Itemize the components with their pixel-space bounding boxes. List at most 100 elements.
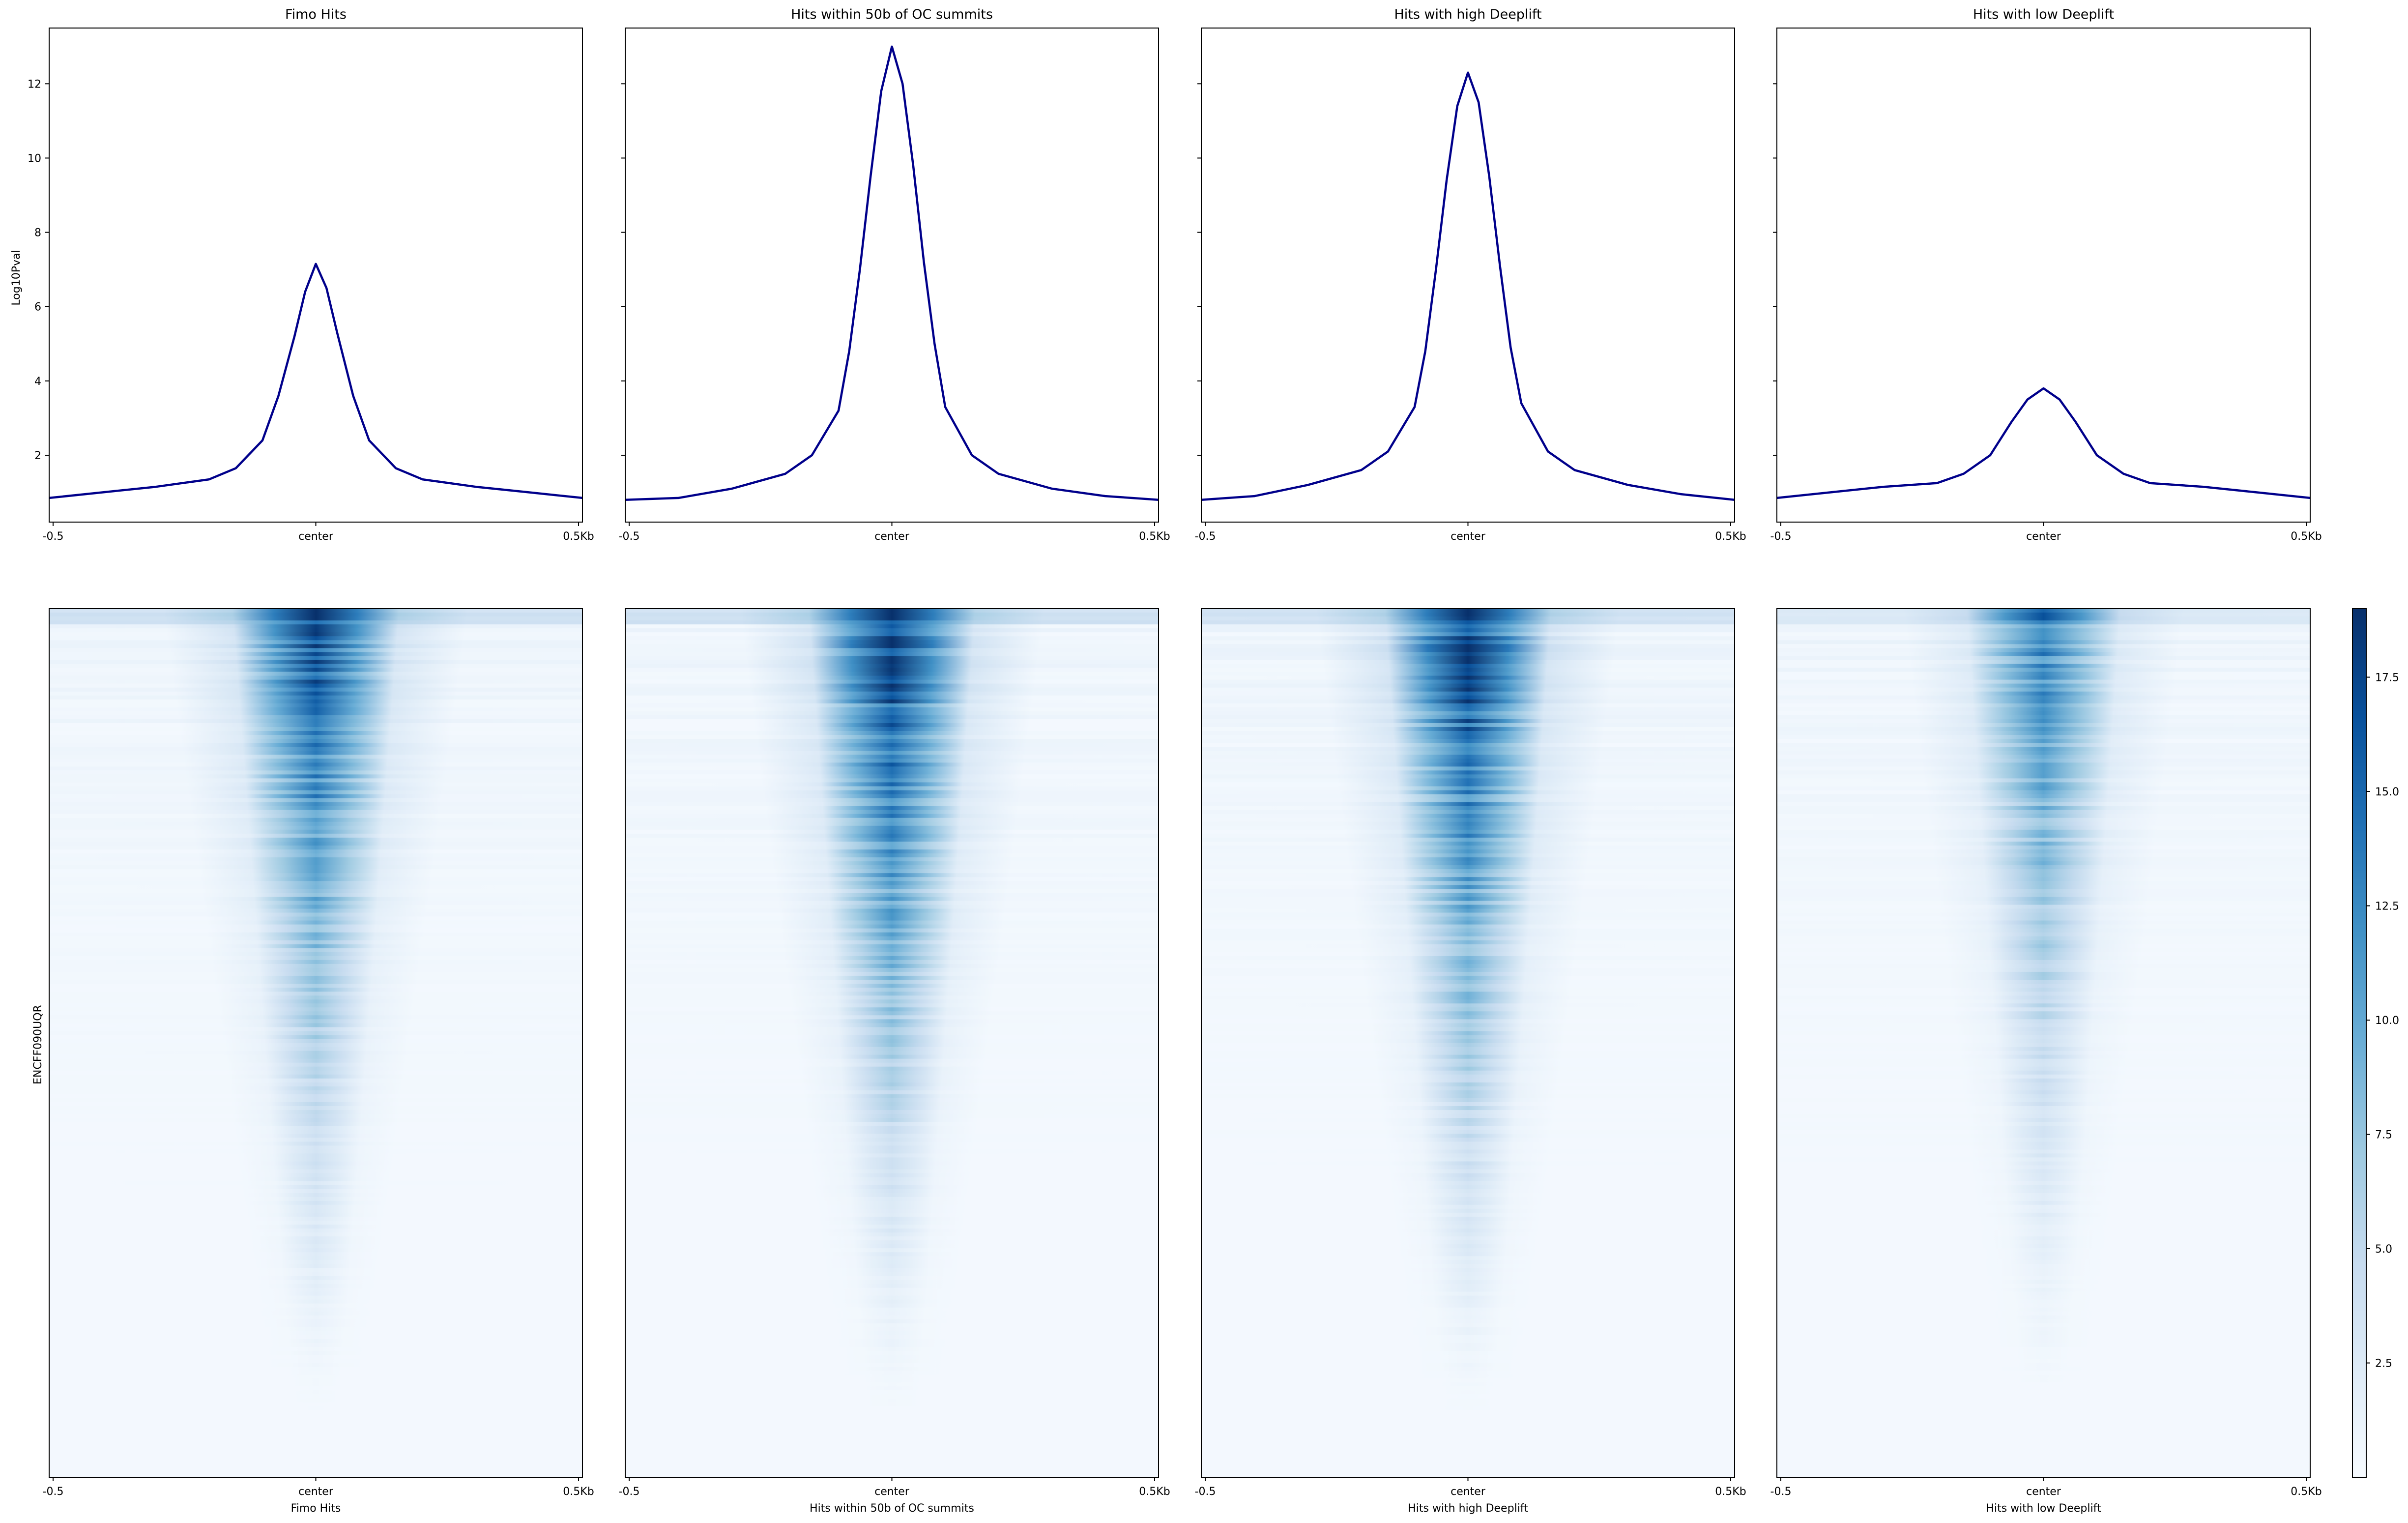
heatmap-xtick: center	[298, 1477, 334, 1498]
heatmap-row	[625, 1256, 1159, 1260]
heatmap-row	[625, 1058, 1159, 1063]
heatmap-row	[1777, 948, 2310, 953]
heatmap-row	[1201, 1248, 1735, 1253]
heatmap-row	[1201, 675, 1735, 680]
heatmap-row	[1201, 668, 1735, 673]
profile-title: Hits within 50b of OC summits	[791, 7, 993, 22]
heatmap-row	[1201, 1090, 1735, 1095]
heatmap-row	[49, 723, 582, 728]
heatmap-row	[1201, 1299, 1735, 1304]
heatmap-row	[49, 1240, 582, 1245]
heatmap-row	[1201, 1284, 1735, 1289]
heatmap-row	[1777, 648, 2310, 652]
heatmap-row	[49, 774, 582, 779]
heatmap-row	[625, 1220, 1159, 1225]
heatmap-row	[625, 936, 1159, 941]
heatmap-row	[49, 715, 582, 720]
heatmap-row	[1201, 1363, 1735, 1367]
profile-panel: Hits with low Deeplift -0.5 center 0.5Kb	[1770, 7, 2322, 543]
heatmap-row	[49, 1335, 582, 1340]
heatmap-row	[1777, 1414, 2310, 1419]
heatmap-row	[625, 1276, 1159, 1281]
heatmap-row	[1777, 711, 2310, 716]
heatmap-row	[49, 869, 582, 874]
heatmap-row	[49, 1327, 582, 1332]
heatmap-row	[49, 1437, 582, 1442]
profile-title: Hits with high Deeplift	[1394, 7, 1541, 22]
heatmap-row	[1777, 1035, 2310, 1040]
heatmap-row	[49, 743, 582, 747]
heatmap-row	[1201, 1350, 1735, 1355]
heatmap-row	[49, 881, 582, 885]
heatmap-row	[49, 893, 582, 897]
heatmap-row	[1201, 1272, 1735, 1276]
profile-ytick: 10	[28, 152, 49, 165]
heatmap-row	[1201, 833, 1735, 838]
profile-xtick: 0.5Kb	[1715, 522, 1746, 543]
heatmap-row	[49, 640, 582, 644]
heatmap-row	[49, 636, 582, 641]
heatmap-row	[1201, 916, 1735, 921]
heatmap-row	[49, 1350, 582, 1355]
heatmap-row	[1201, 1453, 1735, 1458]
heatmap-row	[1201, 759, 1735, 763]
heatmap-row	[1201, 1098, 1735, 1103]
heatmap-row	[1777, 1240, 2310, 1245]
heatmap-row	[49, 1382, 582, 1387]
heatmap-row	[1201, 735, 1735, 739]
heatmap-row	[49, 656, 582, 661]
heatmap-row	[625, 1106, 1159, 1111]
heatmap-row	[49, 1134, 582, 1138]
heatmap-row	[625, 759, 1159, 763]
heatmap-row	[1201, 1375, 1735, 1379]
heatmap-row	[625, 1445, 1159, 1450]
heatmap-xtick-label: 0.5Kb	[2291, 1486, 2321, 1498]
heatmap-row	[625, 1339, 1159, 1344]
heatmap-row	[1777, 1386, 2310, 1391]
heatmap-row	[625, 735, 1159, 739]
heatmap-row	[49, 1347, 582, 1351]
heatmap-row	[625, 948, 1159, 953]
heatmap-row	[1201, 1291, 1735, 1296]
heatmap-row	[625, 1003, 1159, 1008]
heatmap-row	[49, 1434, 582, 1438]
heatmap-row	[1201, 1252, 1735, 1257]
heatmap-row	[1201, 873, 1735, 878]
heatmap-row	[49, 1035, 582, 1040]
heatmap-row	[625, 1441, 1159, 1446]
heatmap-row	[625, 747, 1159, 751]
heatmap-row	[1777, 1208, 2310, 1213]
heatmap-row	[49, 996, 582, 1000]
heatmap-row	[1777, 1398, 2310, 1403]
heatmap-row	[1201, 1441, 1735, 1446]
heatmap-row	[1777, 1422, 2310, 1427]
heatmap-row	[1777, 988, 2310, 992]
heatmap-row	[1777, 1142, 2310, 1146]
heatmap-row	[1777, 1402, 2310, 1407]
heatmap-row	[1777, 861, 2310, 866]
profile-xtick: -0.5	[619, 522, 639, 543]
heatmap-x-axis-label: Hits within 50b of OC summits	[810, 1502, 974, 1515]
heatmap-row	[1201, 1426, 1735, 1431]
heatmap-panel: -0.5 center 0.5Kb Hits within 50b of OC sum…	[619, 608, 1170, 1515]
heatmap-row	[1201, 1445, 1735, 1450]
heatmap-row	[49, 1161, 582, 1166]
heatmap-row	[625, 1039, 1159, 1044]
heatmap-row	[1777, 849, 2310, 854]
heatmap-row	[1777, 1418, 2310, 1423]
heatmap-row	[1201, 1043, 1735, 1048]
heatmap-row	[1777, 1051, 2310, 1055]
heatmap-row	[1201, 798, 1735, 803]
heatmap-row	[1201, 877, 1735, 881]
heatmap-row	[1201, 1015, 1735, 1020]
heatmap-row	[1777, 1216, 2310, 1221]
heatmap-row	[625, 988, 1159, 992]
heatmap-row	[625, 1394, 1159, 1399]
heatmap-row	[49, 901, 582, 905]
heatmap-row	[49, 964, 582, 968]
heatmap-row	[625, 1074, 1159, 1079]
heatmap-row	[625, 1236, 1159, 1241]
heatmap-row	[1777, 857, 2310, 862]
profile-xtick-label: -0.5	[43, 530, 64, 543]
heatmap-row	[49, 1015, 582, 1020]
